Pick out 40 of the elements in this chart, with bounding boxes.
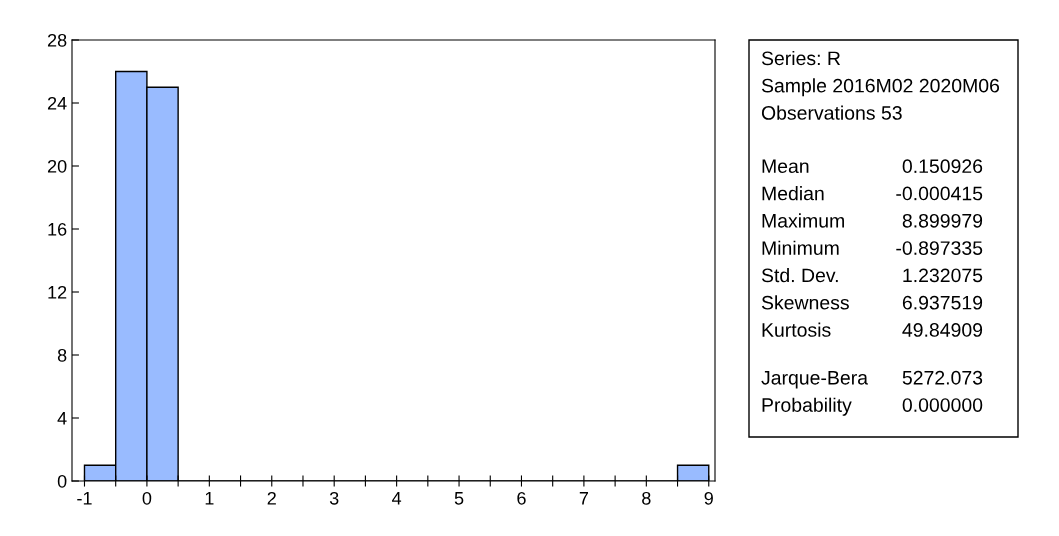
text: 0.150926	[902, 159, 983, 174]
text: 1.232075	[903, 268, 983, 283]
text: Mean	[762, 159, 809, 174]
text: Std. Dev.	[761, 267, 838, 283]
x-tick-label: 0	[142, 491, 152, 505]
text: Jarque-Bera	[761, 371, 868, 389]
text: Skewness	[761, 295, 849, 310]
x-tick-label: 9	[704, 491, 713, 505]
text: Sample 2016M02 2020M06	[761, 78, 1000, 97]
x-tick-label: 3	[329, 491, 339, 505]
x-tick-label: 5	[454, 492, 464, 505]
text: Median	[762, 186, 824, 201]
y-tick-label: 4	[57, 412, 67, 425]
text: -0.000415	[896, 186, 983, 201]
y-tick-label: 24	[47, 96, 67, 110]
y-tick-label: 28	[47, 33, 67, 47]
y-tick-label: 20	[47, 159, 67, 173]
y-tick-label: 0	[57, 474, 67, 488]
text: Observations 53	[761, 105, 902, 120]
y-tick-label: 16	[48, 222, 67, 236]
y-tick-label: 8	[57, 348, 67, 362]
text: -0.897335	[896, 241, 983, 255]
text: Maximum	[762, 213, 844, 228]
text: Probability	[762, 397, 852, 416]
text: Minimum	[762, 240, 839, 255]
x-tick-label: -1	[77, 492, 92, 505]
x-tick-label: 1	[205, 492, 214, 505]
y-tick-label: 12	[48, 285, 67, 299]
x-tick-label: 2	[267, 491, 276, 505]
text: Kurtosis	[762, 322, 831, 337]
x-tick-label: 7	[579, 492, 589, 505]
x-tick-label: 4	[392, 492, 402, 505]
text: Series: R	[761, 50, 841, 66]
text: 0.000000	[902, 398, 983, 412]
text: 8.899979	[902, 213, 983, 228]
x-tick-label: 8	[642, 491, 651, 505]
text: 49.84909	[902, 323, 983, 337]
text: 5272.073	[902, 370, 983, 385]
text: 6.937519	[902, 295, 983, 310]
x-tick-label: 6	[517, 491, 526, 505]
